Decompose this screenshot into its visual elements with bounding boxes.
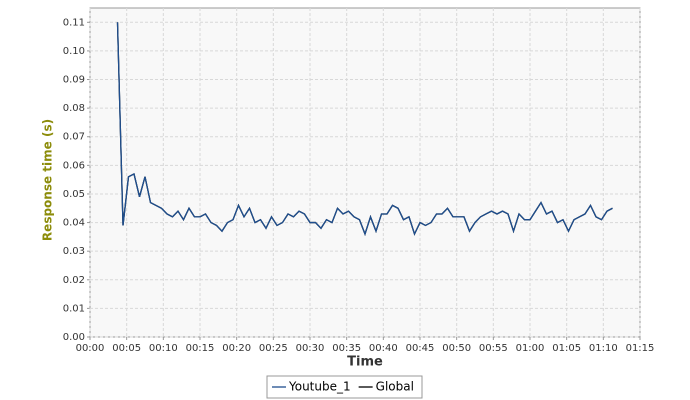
legend	[266, 375, 423, 399]
y-tick-label: 0.08	[63, 103, 85, 114]
x-tick-label: 01:15	[626, 343, 655, 354]
y-tick-label: 0.06	[63, 160, 85, 171]
x-tick-label: 00:20	[222, 343, 251, 354]
x-tick-label: 01:10	[589, 343, 618, 354]
x-tick-label: 00:25	[259, 343, 288, 354]
x-tick-label: 00:50	[442, 343, 471, 354]
legend-label: Youtube_1	[288, 380, 351, 394]
y-tick-label: 0.01	[63, 303, 85, 314]
plot-area	[89, 7, 641, 338]
x-tick-label: 00:05	[112, 343, 141, 354]
y-tick-label: 0.02	[63, 275, 85, 286]
y-tick-label: 0.00	[63, 332, 85, 343]
x-tick-label: 00:35	[332, 343, 361, 354]
x-tick-label: 00:10	[149, 343, 178, 354]
y-tick-label: 0.09	[63, 75, 85, 86]
y-axis-title: Response time (s)	[41, 119, 55, 241]
x-tick-label: 00:55	[479, 343, 508, 354]
x-tick-label: 00:00	[76, 343, 105, 354]
y-tick-label: 0.11	[63, 17, 85, 28]
x-tick-label: 01:05	[552, 343, 581, 354]
x-tick-label: 00:45	[406, 343, 435, 354]
y-tick-label: 0.07	[63, 132, 85, 143]
x-tick-label: 00:40	[369, 343, 398, 354]
x-axis-title: Time	[347, 355, 383, 370]
x-tick-label: 00:15	[186, 343, 215, 354]
series-line	[116, 22, 613, 236]
y-tick-label: 0.03	[63, 246, 85, 257]
y-tick-label: 0.05	[63, 189, 85, 200]
y-tick-label: 0.04	[63, 218, 85, 229]
x-tick-label: 01:00	[516, 343, 545, 354]
y-tick-label: 0.10	[63, 46, 85, 57]
x-tick-label: 00:30	[296, 343, 325, 354]
legend-label: Global	[376, 380, 414, 394]
